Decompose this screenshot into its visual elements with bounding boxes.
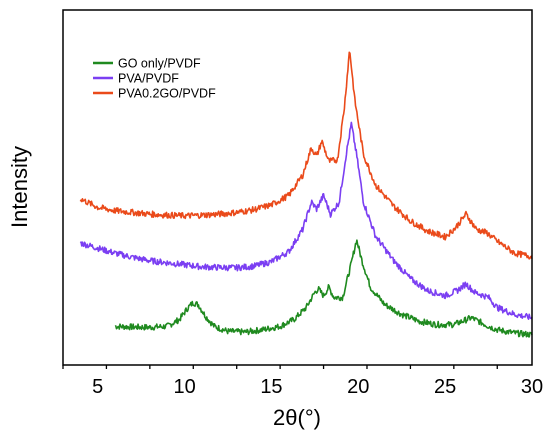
x-tick-label: 30: [521, 376, 543, 398]
y-axis-label: Intensity: [7, 146, 32, 228]
series-line-3: [79, 51, 533, 260]
series-line-1: [114, 239, 533, 338]
plot-lines: [79, 51, 533, 338]
x-tick-label: 10: [173, 376, 195, 398]
series-line-2: [79, 121, 533, 320]
plot-frame: [62, 9, 533, 366]
legend-label: GO only/PVDF: [118, 57, 201, 71]
x-axis-label: 2θ(°): [273, 405, 321, 430]
legend-label: PVA0.2GO/PVDF: [118, 87, 216, 101]
legend-label: PVA/PVDF: [118, 72, 179, 86]
x-axis-ticks: 5 10 15 20 25 30: [62, 365, 543, 398]
x-tick-label: 5: [92, 376, 103, 398]
x-tick-label: 15: [260, 376, 282, 398]
x-tick-label: 20: [347, 376, 369, 398]
x-tick-label: 25: [434, 376, 456, 398]
